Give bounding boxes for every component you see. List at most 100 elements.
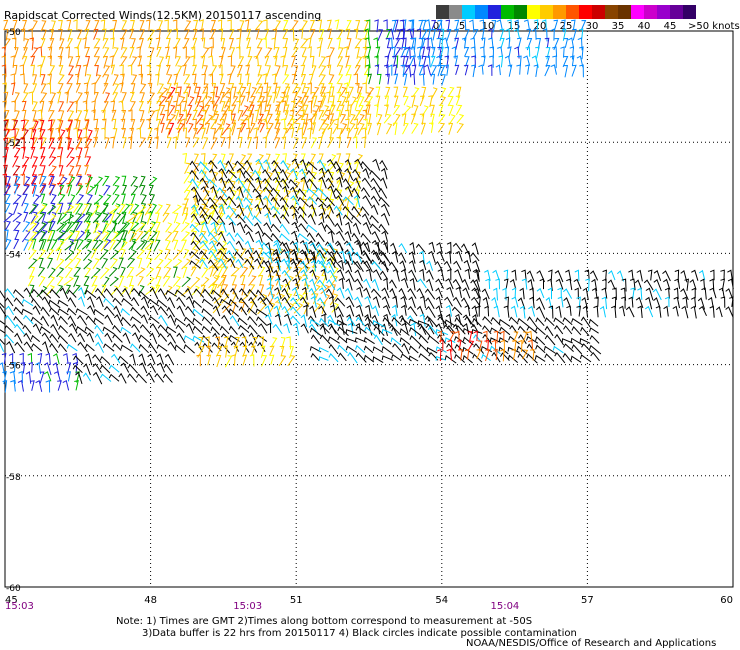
wind-barb [72, 203, 80, 214]
wind-barb [287, 355, 296, 367]
wind-barb [266, 65, 271, 77]
wind-barb [83, 109, 89, 120]
wind-barb [479, 46, 485, 59]
wind-barb [238, 306, 248, 316]
wind-barb [338, 250, 346, 263]
wind-barb [212, 305, 221, 317]
wind-barb [299, 239, 309, 252]
wind-barb [545, 55, 550, 68]
wind-barb [103, 297, 115, 308]
wind-barb [120, 248, 126, 260]
wind-barb [40, 83, 47, 94]
wind-barb [336, 176, 343, 188]
wind-barb [48, 138, 55, 150]
wind-barb [30, 146, 36, 160]
wind-barb [4, 297, 14, 307]
wind-barb [365, 19, 371, 31]
wind-barb [208, 258, 219, 270]
wind-barb [225, 160, 235, 171]
wind-barb [96, 296, 104, 308]
wind-barb [384, 86, 391, 100]
wind-barb [431, 19, 437, 31]
wind-barb [209, 37, 214, 49]
wind-barb [22, 165, 28, 176]
wind-barb [447, 95, 454, 107]
wind-barb [58, 315, 68, 325]
wind-barb [328, 74, 335, 85]
wind-barb [211, 342, 222, 352]
wind-barb [45, 379, 51, 393]
wind-barb [166, 29, 173, 39]
wind-barb [257, 113, 265, 125]
wind-barb [645, 287, 654, 301]
wind-barb [31, 230, 41, 242]
wind-barb [299, 168, 307, 178]
wind-barb [463, 259, 472, 272]
wind-barb [255, 28, 260, 40]
wind-barb [166, 37, 171, 48]
wind-barb [183, 344, 195, 354]
wind-barb [284, 110, 289, 121]
wind-barb [336, 37, 342, 50]
wind-barb [138, 100, 144, 111]
wind-barb [118, 257, 124, 270]
wind-barb [430, 65, 438, 77]
wind-barb [226, 136, 231, 149]
wind-barb [78, 296, 85, 307]
wind-barb [184, 29, 190, 40]
wind-barb [369, 214, 379, 224]
wind-barb [28, 91, 34, 105]
wind-barb [74, 230, 80, 243]
wind-barb [199, 177, 209, 189]
wind-barb [274, 287, 282, 300]
wind-barb [252, 215, 262, 224]
wind-barb [293, 114, 303, 124]
wind-barb [360, 241, 370, 252]
wind-barb [224, 355, 233, 368]
wind-barb [175, 128, 181, 141]
wind-barb [418, 334, 429, 344]
wind-barb [490, 316, 501, 326]
wind-barb [322, 293, 330, 305]
wind-barb [212, 266, 220, 277]
wind-barb [154, 372, 164, 383]
wind-barb [344, 287, 354, 300]
legend-tick-label: 35 [611, 21, 625, 32]
wind-barb [381, 287, 390, 299]
wind-barb [522, 349, 529, 360]
wind-barb [367, 73, 372, 85]
wind-barb [391, 250, 399, 263]
wind-barb [83, 136, 88, 147]
wind-barb [375, 95, 381, 108]
wind-barb [240, 95, 246, 106]
wind-barb [310, 334, 320, 344]
wind-barb [324, 214, 335, 226]
wind-barb [244, 240, 253, 253]
wind-barb [464, 250, 472, 263]
wind-barb [112, 230, 122, 241]
wind-barb [282, 242, 291, 253]
wind-barb [446, 250, 452, 264]
wind-barb [301, 163, 310, 175]
wind-barb [72, 284, 81, 295]
wind-barb [684, 278, 689, 291]
wind-barb [527, 278, 534, 292]
wind-barb [273, 20, 282, 32]
wind-barb [253, 249, 262, 261]
wind-barb [216, 241, 226, 250]
wind-barb [181, 258, 191, 270]
wind-barb [560, 46, 565, 58]
wind-barb [255, 158, 265, 171]
wind-barb [281, 190, 292, 201]
wind-barb [369, 170, 381, 181]
wind-barb [167, 341, 177, 351]
wind-barb [255, 153, 264, 166]
wind-barb [386, 47, 392, 59]
wind-barb [146, 118, 151, 129]
wind-barb [435, 356, 447, 361]
wind-barb [155, 204, 164, 215]
wind-barb [202, 288, 213, 299]
legend-swatch [644, 5, 657, 19]
wind-barb [301, 286, 308, 300]
wind-barb [240, 86, 247, 98]
